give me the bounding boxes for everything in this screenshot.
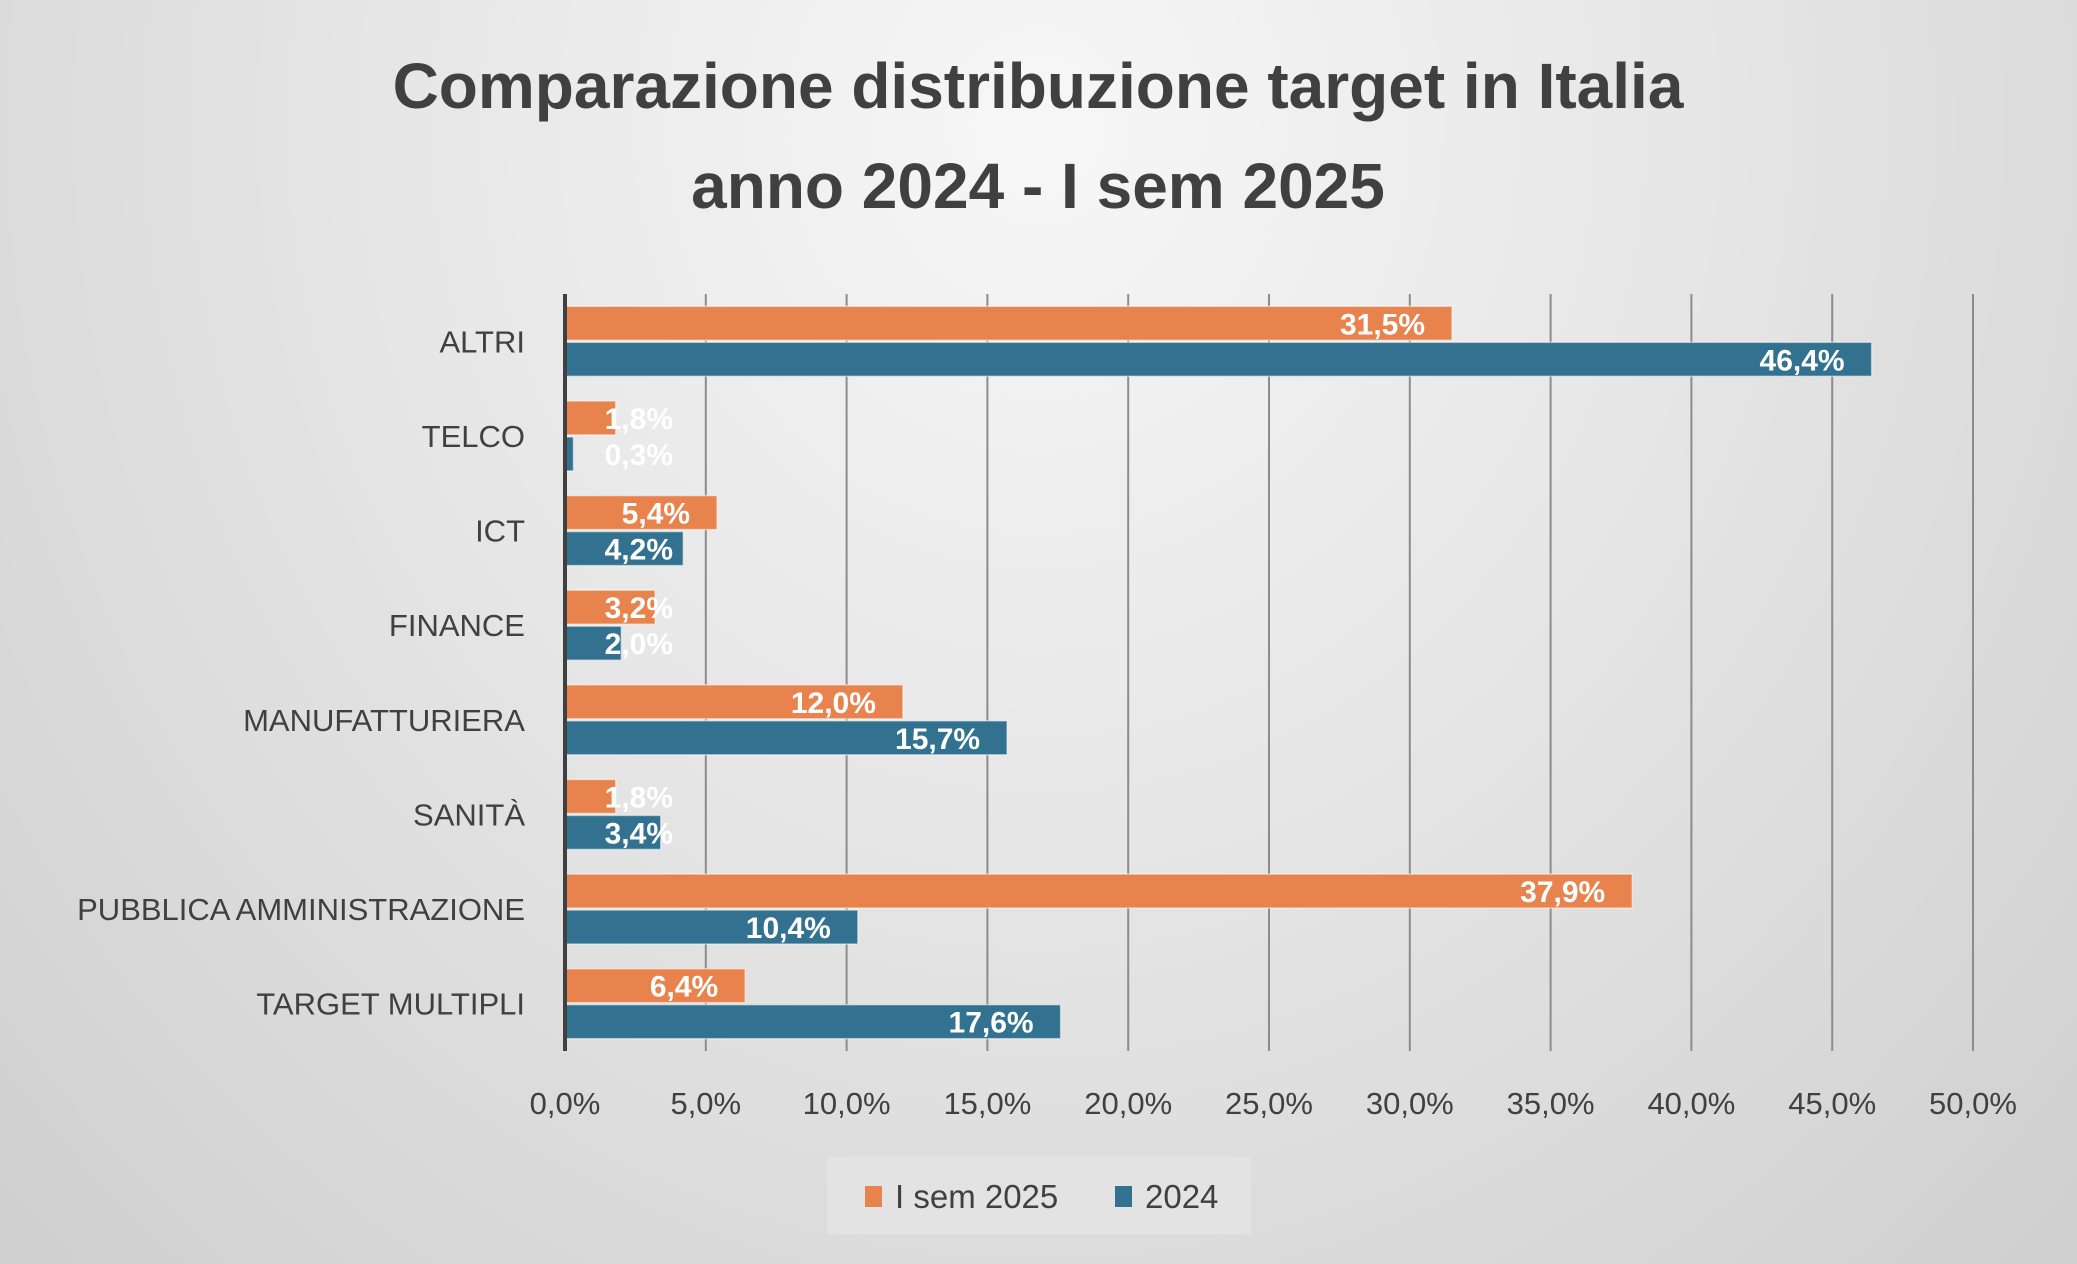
- chart-title-line-2: anno 2024 - I sem 2025: [691, 150, 1385, 222]
- bar: [564, 305, 1453, 342]
- bar: [564, 909, 859, 945]
- x-tick-label: 45,0%: [1788, 1086, 1876, 1121]
- category-label: MANUFATTURIERA: [243, 703, 525, 738]
- data-label: 0,3%: [605, 439, 673, 472]
- category-label: SANITÀ: [413, 797, 525, 832]
- x-tick-label: 40,0%: [1647, 1086, 1735, 1121]
- bar: [564, 1003, 1062, 1040]
- bar: [564, 341, 1873, 378]
- data-label: 6,4%: [650, 971, 718, 1004]
- bar: [564, 530, 685, 567]
- x-tick-label: 50,0%: [1929, 1086, 2017, 1121]
- data-label: 3,2%: [605, 592, 673, 625]
- x-tick-label: 30,0%: [1366, 1086, 1454, 1121]
- legend-label-2024: 2024: [1145, 1178, 1218, 1215]
- x-tick-label: 0,0%: [530, 1086, 601, 1121]
- category-label: FINANCE: [389, 608, 525, 643]
- data-label: 17,6%: [949, 1007, 1034, 1040]
- data-label: 37,9%: [1520, 876, 1605, 909]
- data-label: 4,2%: [605, 534, 673, 567]
- x-tick-label: 25,0%: [1225, 1086, 1313, 1121]
- x-tick-label: 15,0%: [943, 1086, 1031, 1121]
- x-tick-label: 35,0%: [1507, 1086, 1595, 1121]
- category-label: PUBBLICA AMMINISTRAZIONE: [77, 892, 525, 927]
- data-label: 15,7%: [895, 723, 980, 756]
- data-label: 3,4%: [605, 817, 673, 850]
- x-tick-labels: 0,0% 5,0% 10,0% 15,0% 20,0% 25,0% 30,0% 35,0% 40…: [530, 1086, 2017, 1121]
- data-label: 5,4%: [622, 498, 690, 531]
- legend-box: [827, 1157, 1251, 1234]
- x-tick-label: 10,0%: [803, 1086, 891, 1121]
- category-label: ICT: [475, 514, 525, 549]
- category-label: TELCO: [422, 419, 525, 454]
- category-label: ALTRI: [439, 324, 525, 359]
- data-labels: 31,5%46,4%1,8%0,3%5,4%4,2%3,2%2,0%12,0%1…: [605, 308, 1845, 1039]
- data-label: 1,8%: [605, 403, 673, 436]
- category-labels: ALTRI TELCO ICT FINANCE MANUFATTURIERA SANITÀ…: [77, 324, 525, 1021]
- bar: [564, 873, 1634, 909]
- data-label: 46,4%: [1760, 344, 1845, 377]
- chart-title-line-1: Comparazione distribuzione target in Ita…: [393, 50, 1684, 122]
- data-label: 31,5%: [1340, 308, 1425, 341]
- category-label: TARGET MULTIPLI: [256, 987, 525, 1022]
- legend-label-i-sem-2025: I sem 2025: [895, 1178, 1058, 1215]
- legend-swatch-i-sem-2025: [865, 1186, 882, 1207]
- bars: [564, 305, 1873, 1040]
- data-label: 10,4%: [746, 912, 831, 945]
- legend: I sem 2025 2024: [827, 1157, 1251, 1234]
- bar: [564, 778, 617, 815]
- data-label: 12,0%: [791, 687, 876, 720]
- bar: [564, 494, 718, 531]
- data-label: 1,8%: [605, 781, 673, 814]
- x-tick-label: 5,0%: [670, 1086, 741, 1121]
- x-tick-label: 20,0%: [1084, 1086, 1172, 1121]
- data-label: 2,0%: [605, 628, 673, 661]
- gridlines: [704, 294, 1974, 1051]
- legend-swatch-2024: [1115, 1186, 1132, 1207]
